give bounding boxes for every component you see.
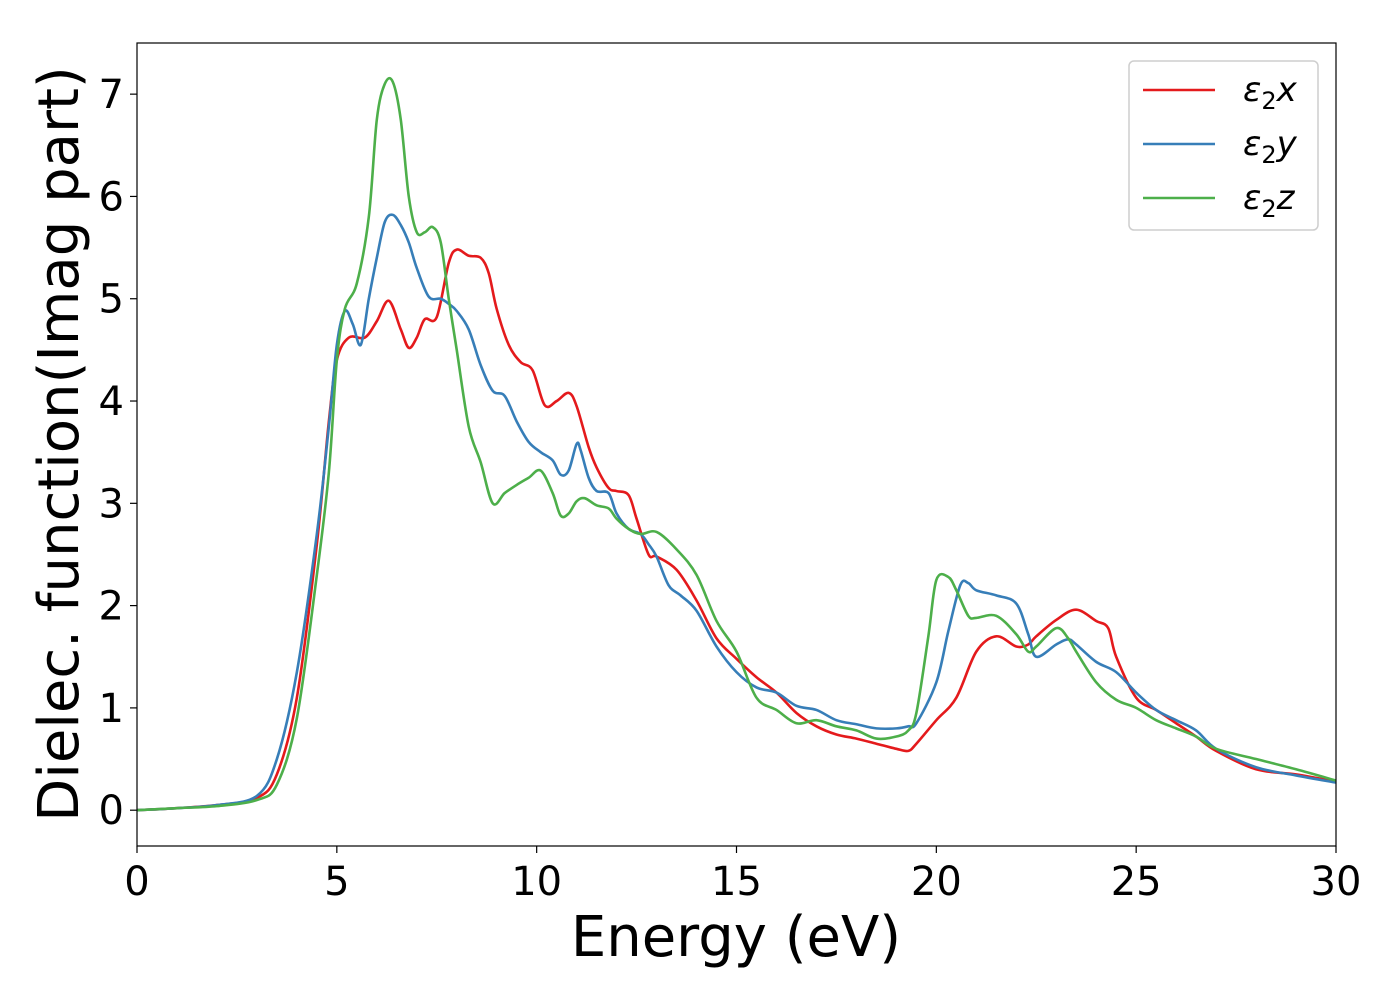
- y-tick-label: 6: [99, 174, 124, 220]
- y-axis-label: Dielec. function(Imag part): [27, 66, 92, 822]
- y-tick-label: 7: [99, 72, 124, 118]
- x-tick-label: 10: [511, 859, 562, 905]
- y-tick-label: 2: [99, 584, 124, 630]
- y-tick-label: 1: [99, 686, 124, 732]
- legend-label-3: ε2z: [1243, 178, 1296, 223]
- x-tick-label: 5: [324, 859, 349, 905]
- series-line-1: [136, 248, 1337, 812]
- plot-lines: [136, 76, 1337, 812]
- y-tick-label: 3: [99, 481, 124, 527]
- y-tick-label: 0: [99, 788, 124, 834]
- x-tick-label: 25: [1111, 859, 1162, 905]
- y-tick-label: 5: [99, 277, 124, 323]
- y-axis: 0 1 2 3 4 5 6 7: [99, 72, 137, 834]
- y-tick-label: 4: [99, 379, 124, 425]
- x-tick-label: 15: [711, 859, 762, 905]
- legend-box: [1128, 60, 1319, 231]
- series-line-3: [136, 76, 1337, 812]
- legend-label-1: ε2x: [1243, 70, 1298, 115]
- legend: ε2x ε2y ε2z: [1128, 60, 1319, 231]
- x-tick-label: 20: [911, 859, 962, 905]
- x-tick-label: 30: [1311, 859, 1362, 905]
- x-axis: 0 5 10 15 20 25 30: [124, 846, 1361, 905]
- legend-label-2: ε2y: [1243, 124, 1298, 169]
- x-tick-label: 0: [124, 859, 149, 905]
- x-axis-label: Energy (eV): [571, 905, 901, 970]
